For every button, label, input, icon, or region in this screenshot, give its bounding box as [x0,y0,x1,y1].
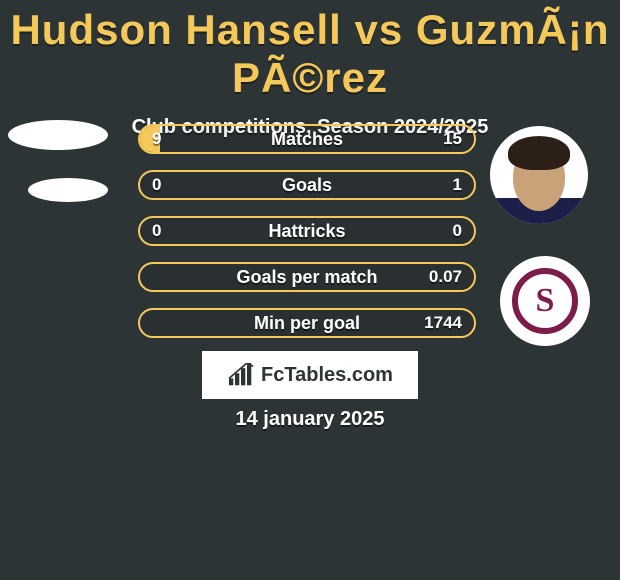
club-right-avatar: S [500,256,590,346]
stat-row: 0Hattricks0 [138,216,476,246]
player-left-avatar [8,120,108,150]
player-right-avatar [490,126,588,224]
stat-value-right: 1 [453,172,462,198]
bars-icon [227,363,255,387]
club-left-avatar [28,178,108,202]
stat-label: Hattricks [140,218,474,244]
stat-label: Goals [140,172,474,198]
stat-label: Matches [140,126,474,152]
stat-row: Min per goal1744 [138,308,476,338]
stat-value-right: 1744 [424,310,462,336]
brand-text: FcTables.com [261,364,393,387]
brand-box: FcTables.com [202,351,418,399]
stat-value-right: 0.07 [429,264,462,290]
stat-row: 0Goals1 [138,170,476,200]
stat-rows: 9Matches150Goals10Hattricks0Goals per ma… [138,124,476,354]
page-title: Hudson Hansell vs GuzmÃ¡n PÃ©rez [0,0,620,102]
stat-row: 9Matches15 [138,124,476,154]
club-right-badge-letter: S [536,282,555,320]
stat-label: Goals per match [140,264,474,290]
stat-row: Goals per match0.07 [138,262,476,292]
stat-value-right: 0 [453,218,462,244]
stat-value-right: 15 [443,126,462,152]
date-text: 14 january 2025 [0,408,620,431]
